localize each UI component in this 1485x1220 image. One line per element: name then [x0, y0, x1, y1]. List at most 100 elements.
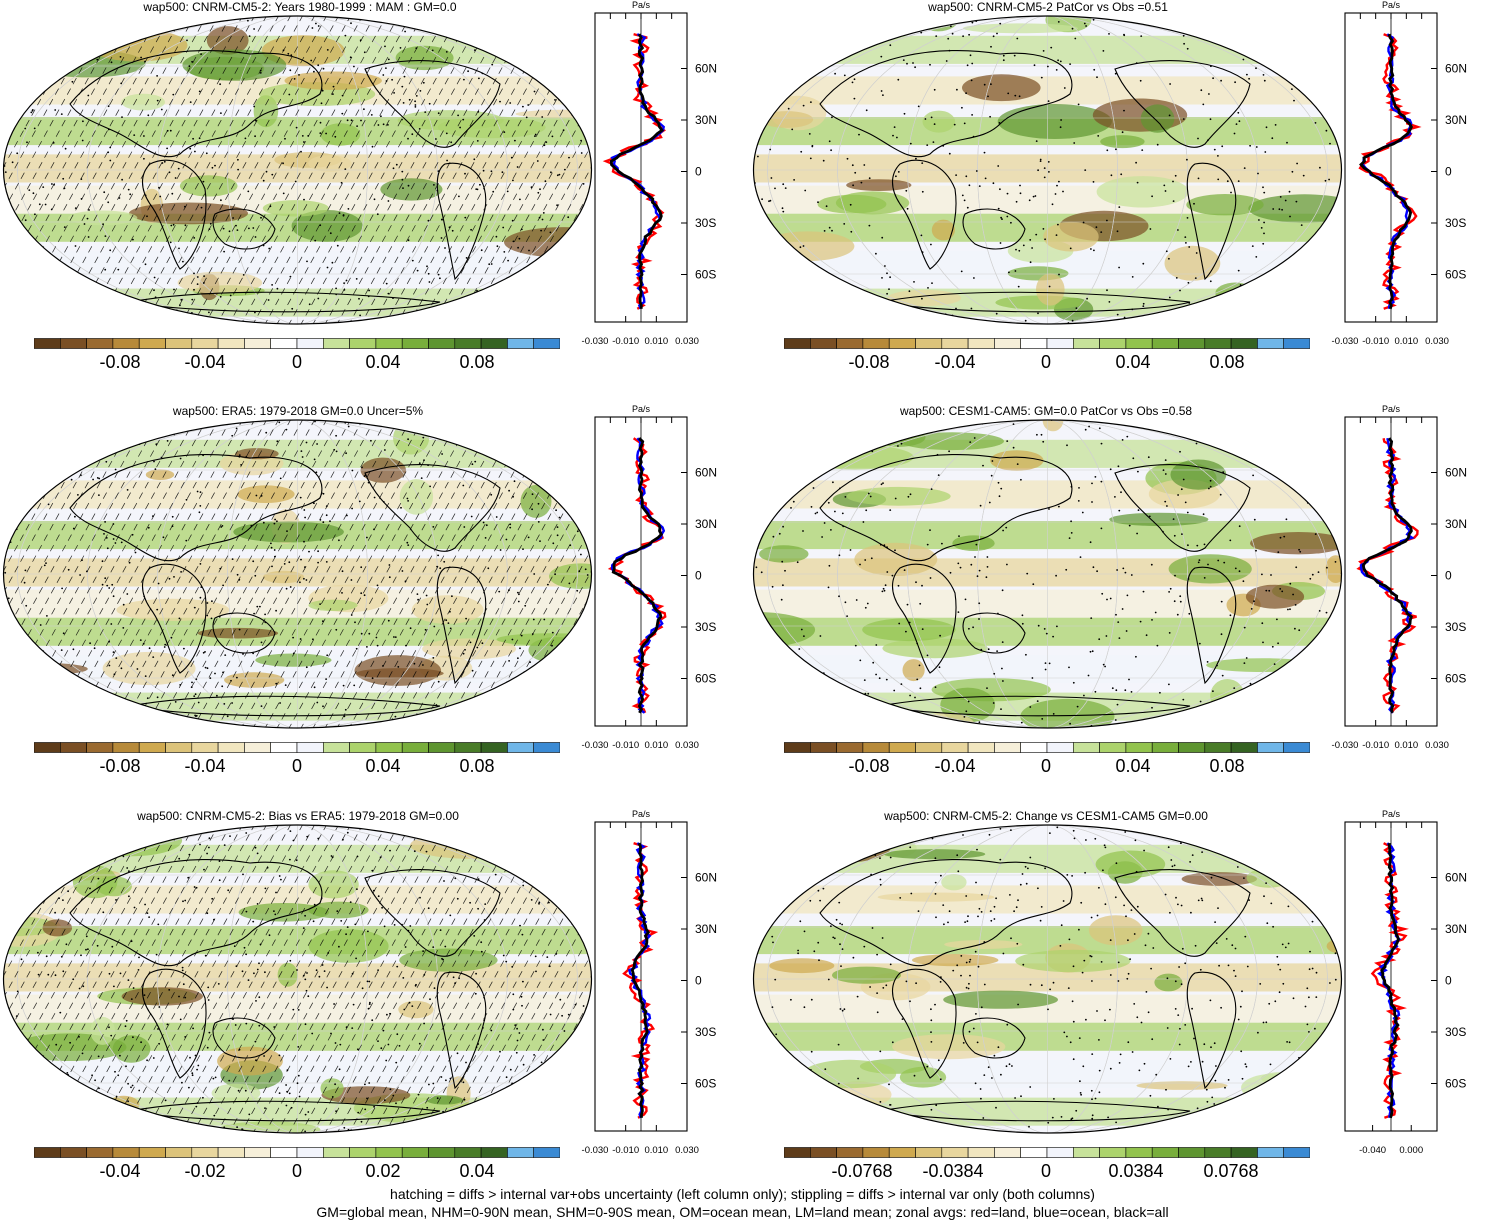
stipple-dot: [754, 114, 756, 116]
stipple-dot: [190, 101, 192, 103]
stipple-dot: [788, 108, 790, 110]
stipple-dot: [539, 470, 541, 472]
stipple-dot: [309, 303, 311, 305]
stipple-dot: [1222, 427, 1224, 429]
stipple-dot: [1218, 965, 1220, 967]
stipple-dot: [966, 987, 968, 989]
stipple-dot: [927, 655, 929, 657]
stipple-dot: [423, 825, 425, 827]
stipple-dot: [1212, 77, 1214, 79]
stipple-dot: [253, 613, 255, 615]
stipple-dot: [869, 986, 871, 988]
stipple-dot: [324, 970, 326, 972]
stipple-dot: [970, 54, 972, 56]
stipple-dot: [853, 957, 855, 959]
stipple-dot: [468, 42, 470, 44]
stipple-dot: [798, 648, 800, 650]
stipple-dot: [242, 970, 244, 972]
stipple-dot: [1248, 1105, 1250, 1107]
stipple-dot: [352, 1133, 354, 1135]
stipple-dot: [994, 918, 996, 920]
stipple-dot: [481, 249, 483, 251]
stipple-dot: [1025, 866, 1027, 868]
stipple-dot: [0, 53, 2, 55]
stipple-dot: [184, 997, 186, 999]
stipple-dot: [1101, 593, 1103, 595]
stipple-dot: [535, 956, 537, 958]
stipple-dot: [38, 885, 40, 887]
stipple-dot: [852, 859, 854, 861]
stipple-dot: [273, 910, 275, 912]
stipple-dot: [1040, 159, 1042, 161]
stipple-dot: [223, 228, 225, 230]
stipple-dot: [1123, 905, 1125, 907]
stipple-dot: [971, 80, 973, 82]
stipple-dot: [1309, 578, 1311, 580]
stipple-dot: [770, 231, 772, 233]
stipple-dot: [1175, 1008, 1177, 1010]
stipple-dot: [243, 274, 245, 276]
stipple-dot: [838, 902, 840, 904]
stipple-dot: [1016, 906, 1018, 908]
stipple-dot: [824, 522, 826, 524]
stipple-dot: [407, 500, 409, 502]
stipple-dot: [1150, 1095, 1152, 1097]
stipple-dot: [912, 62, 914, 64]
colorbar-swatch: [837, 339, 863, 349]
stipple-dot: [1073, 830, 1075, 832]
stipple-dot: [892, 575, 894, 577]
stipple-dot: [1316, 972, 1318, 974]
stipple-dot: [326, 514, 328, 516]
stipple-dot: [1178, 320, 1180, 322]
stipple-dot: [1166, 505, 1168, 507]
colorbar-swatch: [1100, 743, 1126, 753]
panel-2-title: wap500: CNRM-CM5-2 PatCor vs Obs =0.51: [928, 0, 1168, 14]
stipple-dot: [54, 109, 56, 111]
stipple-dot: [969, 184, 971, 186]
field-blob: [122, 987, 203, 1005]
stipple-dot: [1073, 682, 1075, 684]
stipple-dot: [1122, 608, 1124, 610]
stipple-dot: [1218, 33, 1220, 35]
stipple-dot: [451, 827, 453, 829]
colorbar-swatch: [889, 1148, 915, 1158]
stipple-dot: [415, 985, 417, 987]
stipple-dot: [152, 436, 154, 438]
stipple-dot: [802, 16, 804, 18]
stipple-dot: [274, 523, 276, 525]
stipple-dot: [1287, 1109, 1289, 1111]
stipple-dot: [314, 904, 316, 906]
stipple-dot: [1317, 684, 1319, 686]
stipple-dot: [1135, 656, 1137, 658]
colorbar-label: 0.08: [1209, 352, 1244, 373]
colorbar-swatch: [244, 339, 270, 349]
stipple-dot: [776, 82, 778, 84]
stipple-dot: [965, 710, 967, 712]
stipple-dot: [75, 874, 77, 876]
stipple-dot: [182, 970, 184, 972]
stipple-dot: [458, 977, 460, 979]
stipple-dot: [823, 160, 825, 162]
stipple-dot: [366, 646, 368, 648]
stipple-dot: [1178, 966, 1180, 968]
stipple-dot: [968, 34, 970, 36]
stipple-dot: [52, 278, 54, 280]
stipple-dot: [448, 622, 450, 624]
stipple-dot: [1038, 625, 1040, 627]
stipple-dot: [478, 78, 480, 80]
field-blob: [212, 1084, 261, 1103]
stipple-dot: [1300, 317, 1302, 319]
stipple-dot: [138, 957, 140, 959]
stipple-dot: [445, 1079, 447, 1081]
colorbar-label: -0.08: [848, 352, 889, 373]
stipple-dot: [453, 976, 455, 978]
colorbar-label: 0: [1041, 1161, 1051, 1182]
stipple-dot: [758, 529, 760, 531]
stipple-dot: [306, 972, 308, 974]
stipple-dot: [321, 102, 323, 104]
stipple-dot: [913, 281, 915, 283]
stipple-dot: [850, 231, 852, 233]
panel-4-colorbar: [784, 742, 1310, 753]
stipple-dot: [125, 1065, 127, 1067]
stipple-dot: [264, 971, 266, 973]
